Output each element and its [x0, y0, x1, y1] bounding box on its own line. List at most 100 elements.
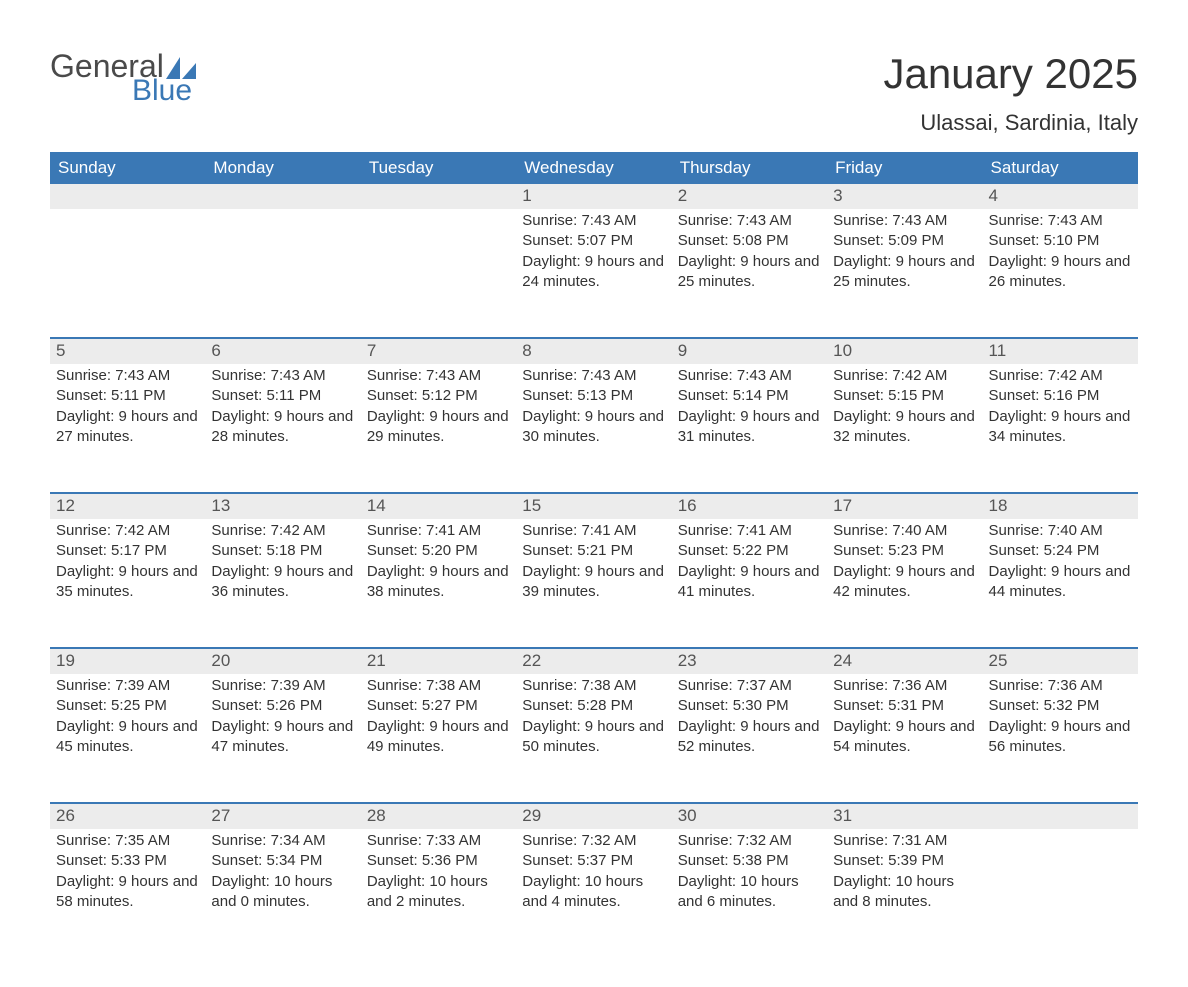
day-number: 27 — [205, 804, 360, 829]
day-info: Sunrise: 7:43 AMSunset: 5:11 PMDaylight:… — [211, 364, 354, 447]
sunset-text: Sunset: 5:11 PM — [56, 386, 199, 406]
calendar-cell: Sunrise: 7:42 AMSunset: 5:15 PMDaylight:… — [827, 364, 982, 492]
sunrise-text: Sunrise: 7:38 AM — [522, 676, 665, 696]
day-header-sunday: Sunday — [50, 152, 205, 184]
daylight-text: Daylight: 9 hours and 25 minutes. — [833, 252, 976, 293]
sunrise-text: Sunrise: 7:43 AM — [522, 211, 665, 231]
sunset-text: Sunset: 5:09 PM — [833, 231, 976, 251]
calendar-cell: Sunrise: 7:31 AMSunset: 5:39 PMDaylight:… — [827, 829, 982, 957]
daylight-text: Daylight: 9 hours and 50 minutes. — [522, 717, 665, 758]
sunset-text: Sunset: 5:16 PM — [989, 386, 1132, 406]
sunset-text: Sunset: 5:39 PM — [833, 851, 976, 871]
day-info: Sunrise: 7:41 AMSunset: 5:22 PMDaylight:… — [678, 519, 821, 602]
day-info: Sunrise: 7:36 AMSunset: 5:31 PMDaylight:… — [833, 674, 976, 757]
calendar-cell — [205, 209, 360, 337]
day-info: Sunrise: 7:43 AMSunset: 5:08 PMDaylight:… — [678, 209, 821, 292]
calendar-page: General Blue January 2025 Ulassai, Sardi… — [0, 0, 1188, 987]
day-number: 2 — [672, 184, 827, 209]
calendar-cell: Sunrise: 7:43 AMSunset: 5:11 PMDaylight:… — [205, 364, 360, 492]
daylight-text: Daylight: 9 hours and 42 minutes. — [833, 562, 976, 603]
daylight-text: Daylight: 9 hours and 34 minutes. — [989, 407, 1132, 448]
sunrise-text: Sunrise: 7:39 AM — [211, 676, 354, 696]
sunset-text: Sunset: 5:14 PM — [678, 386, 821, 406]
daynum-strip: 567891011 — [50, 337, 1138, 364]
day-number: 23 — [672, 649, 827, 674]
day-info: Sunrise: 7:42 AMSunset: 5:15 PMDaylight:… — [833, 364, 976, 447]
daynum-strip: 19202122232425 — [50, 647, 1138, 674]
day-number — [983, 804, 1138, 829]
sunset-text: Sunset: 5:26 PM — [211, 696, 354, 716]
sunset-text: Sunset: 5:37 PM — [522, 851, 665, 871]
calendar-cell: Sunrise: 7:41 AMSunset: 5:20 PMDaylight:… — [361, 519, 516, 647]
calendar-cell: Sunrise: 7:43 AMSunset: 5:09 PMDaylight:… — [827, 209, 982, 337]
day-header-friday: Friday — [827, 152, 982, 184]
sunrise-text: Sunrise: 7:43 AM — [522, 366, 665, 386]
daylight-text: Daylight: 9 hours and 25 minutes. — [678, 252, 821, 293]
sunset-text: Sunset: 5:32 PM — [989, 696, 1132, 716]
weeks-container: 1 23 4 Sunrise: 7:43 AMSunset: 5:07 PMDayli… — [50, 184, 1138, 957]
day-number: 16 — [672, 494, 827, 519]
calendar-cell: Sunrise: 7:36 AMSunset: 5:31 PMDaylight:… — [827, 674, 982, 802]
day-number — [50, 184, 205, 209]
daylight-text: Daylight: 9 hours and 41 minutes. — [678, 562, 821, 603]
sunset-text: Sunset: 5:23 PM — [833, 541, 976, 561]
day-info: Sunrise: 7:41 AMSunset: 5:20 PMDaylight:… — [367, 519, 510, 602]
sunrise-text: Sunrise: 7:34 AM — [211, 831, 354, 851]
sunset-text: Sunset: 5:27 PM — [367, 696, 510, 716]
sunset-text: Sunset: 5:25 PM — [56, 696, 199, 716]
sunrise-text: Sunrise: 7:39 AM — [56, 676, 199, 696]
day-number: 8 — [516, 339, 671, 364]
day-number: 24 — [827, 649, 982, 674]
daylight-text: Daylight: 9 hours and 31 minutes. — [678, 407, 821, 448]
sunrise-text: Sunrise: 7:42 AM — [56, 521, 199, 541]
day-number: 4 — [983, 184, 1138, 209]
calendar-cell: Sunrise: 7:39 AMSunset: 5:25 PMDaylight:… — [50, 674, 205, 802]
sunset-text: Sunset: 5:28 PM — [522, 696, 665, 716]
calendar-cell: Sunrise: 7:41 AMSunset: 5:22 PMDaylight:… — [672, 519, 827, 647]
calendar-cell: Sunrise: 7:41 AMSunset: 5:21 PMDaylight:… — [516, 519, 671, 647]
day-number: 10 — [827, 339, 982, 364]
sunrise-text: Sunrise: 7:40 AM — [989, 521, 1132, 541]
calendar-week: Sunrise: 7:43 AMSunset: 5:07 PMDaylight:… — [50, 209, 1138, 337]
day-number: 18 — [983, 494, 1138, 519]
calendar-cell: Sunrise: 7:40 AMSunset: 5:23 PMDaylight:… — [827, 519, 982, 647]
day-info — [56, 209, 199, 211]
day-header-thursday: Thursday — [672, 152, 827, 184]
sunset-text: Sunset: 5:36 PM — [367, 851, 510, 871]
location-label: Ulassai, Sardinia, Italy — [883, 110, 1138, 136]
calendar-week: Sunrise: 7:42 AMSunset: 5:17 PMDaylight:… — [50, 519, 1138, 647]
day-info: Sunrise: 7:43 AMSunset: 5:09 PMDaylight:… — [833, 209, 976, 292]
day-number: 13 — [205, 494, 360, 519]
calendar-cell: Sunrise: 7:32 AMSunset: 5:38 PMDaylight:… — [672, 829, 827, 957]
sunset-text: Sunset: 5:12 PM — [367, 386, 510, 406]
daylight-text: Daylight: 9 hours and 24 minutes. — [522, 252, 665, 293]
month-title: January 2025 — [883, 50, 1138, 98]
sunrise-text: Sunrise: 7:32 AM — [522, 831, 665, 851]
calendar-cell: Sunrise: 7:36 AMSunset: 5:32 PMDaylight:… — [983, 674, 1138, 802]
day-number: 9 — [672, 339, 827, 364]
sunrise-text: Sunrise: 7:35 AM — [56, 831, 199, 851]
sunrise-text: Sunrise: 7:43 AM — [678, 366, 821, 386]
day-number: 1 — [516, 184, 671, 209]
day-number: 7 — [361, 339, 516, 364]
day-header-saturday: Saturday — [983, 152, 1138, 184]
daylight-text: Daylight: 9 hours and 56 minutes. — [989, 717, 1132, 758]
sunrise-text: Sunrise: 7:43 AM — [56, 366, 199, 386]
day-info: Sunrise: 7:43 AMSunset: 5:07 PMDaylight:… — [522, 209, 665, 292]
day-info: Sunrise: 7:34 AMSunset: 5:34 PMDaylight:… — [211, 829, 354, 912]
sunrise-text: Sunrise: 7:36 AM — [989, 676, 1132, 696]
day-info: Sunrise: 7:40 AMSunset: 5:23 PMDaylight:… — [833, 519, 976, 602]
sunset-text: Sunset: 5:34 PM — [211, 851, 354, 871]
daylight-text: Daylight: 9 hours and 44 minutes. — [989, 562, 1132, 603]
day-number: 25 — [983, 649, 1138, 674]
sunrise-text: Sunrise: 7:43 AM — [833, 211, 976, 231]
sunset-text: Sunset: 5:13 PM — [522, 386, 665, 406]
day-info: Sunrise: 7:42 AMSunset: 5:16 PMDaylight:… — [989, 364, 1132, 447]
calendar-cell — [983, 829, 1138, 957]
sunset-text: Sunset: 5:31 PM — [833, 696, 976, 716]
day-number: 12 — [50, 494, 205, 519]
daylight-text: Daylight: 9 hours and 38 minutes. — [367, 562, 510, 603]
daylight-text: Daylight: 10 hours and 6 minutes. — [678, 872, 821, 913]
calendar-cell: Sunrise: 7:43 AMSunset: 5:07 PMDaylight:… — [516, 209, 671, 337]
sunrise-text: Sunrise: 7:36 AM — [833, 676, 976, 696]
